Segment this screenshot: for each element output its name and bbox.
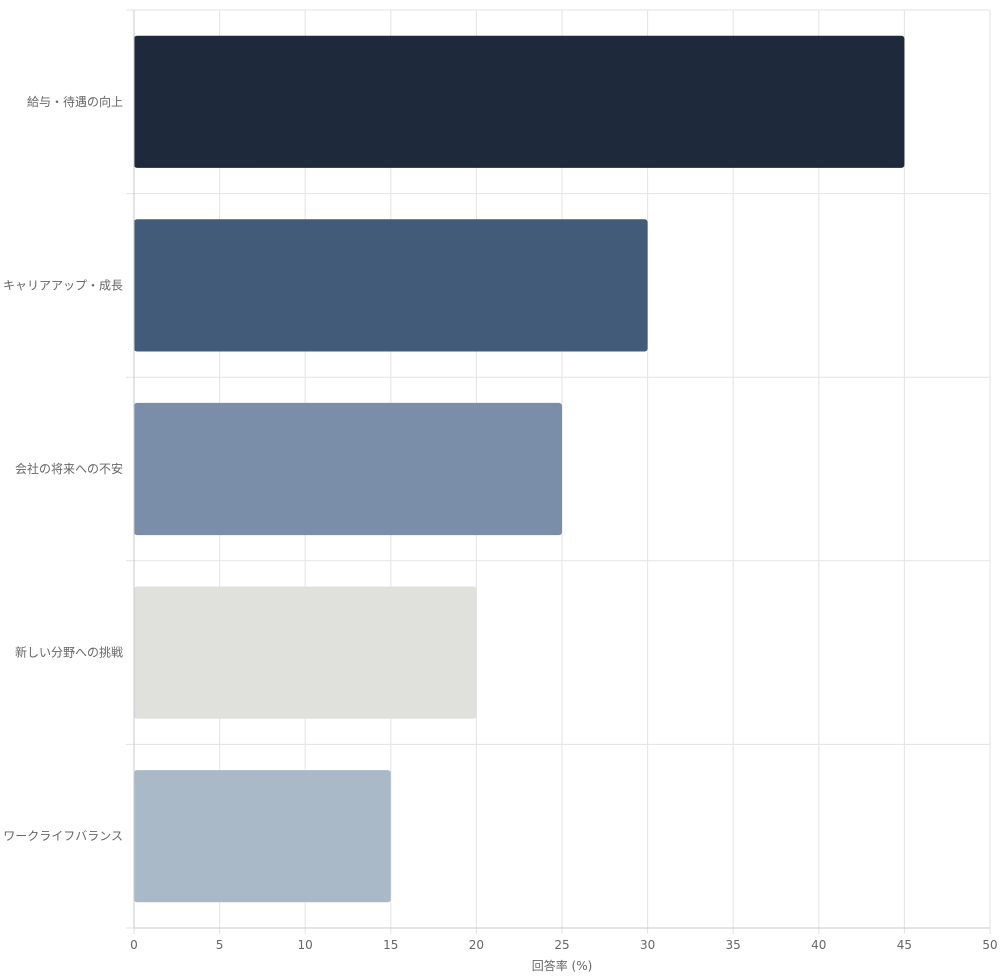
x-tick-label: 5 — [216, 938, 224, 952]
x-tick-label: 50 — [982, 938, 997, 952]
y-category-label: ワークライフバランス — [3, 829, 123, 843]
y-category-label: キャリアアップ・成長 — [3, 278, 123, 292]
bar-5[interactable] — [134, 770, 391, 903]
bar-4[interactable] — [134, 586, 477, 719]
x-tick-label: 30 — [640, 938, 655, 952]
x-tick-label: 45 — [897, 938, 912, 952]
x-tick-label: 15 — [383, 938, 398, 952]
bar-2[interactable] — [134, 219, 648, 352]
x-tick-label: 10 — [298, 938, 313, 952]
y-category-label: 新しい分野への挑戦 — [15, 645, 123, 660]
y-category-label: 給与・待遇の向上 — [27, 94, 123, 109]
y-category-label: 会社の将来への不安 — [15, 461, 123, 476]
x-tick-label: 25 — [554, 938, 569, 952]
axes-layer: 0 5 10 15 20 25 30 35 40 45 50 給与・待遇の向上キャリアアップ・成長会社… — [3, 10, 998, 952]
x-tick-label: 20 — [469, 938, 484, 952]
x-tick-label: 35 — [726, 938, 741, 952]
bar-1[interactable] — [134, 35, 905, 168]
x-tick-label: 40 — [811, 938, 826, 952]
bars-layer — [134, 35, 905, 903]
x-tick-label: 0 — [130, 938, 138, 952]
bar-3[interactable] — [134, 402, 562, 536]
x-axis-title: 回答率 (%) — [532, 958, 593, 973]
